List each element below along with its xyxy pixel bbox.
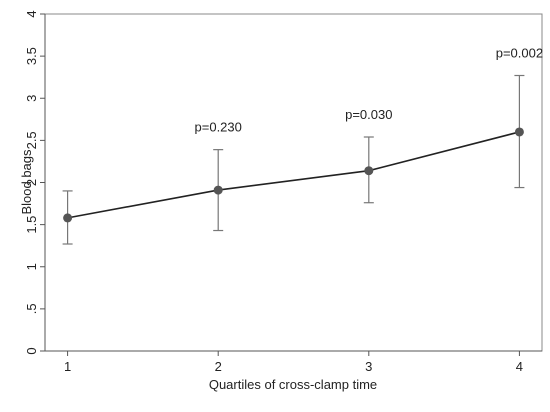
y-tick-label: 4 (24, 10, 39, 17)
data-point (213, 185, 223, 195)
y-axis-ticks: 0 .5 1 1.5 2 2.5 3 3.5 4 (24, 10, 45, 355)
data-points (63, 127, 524, 223)
y-axis-title: Blood bags (19, 149, 34, 215)
x-tick-label: 2 (215, 359, 222, 374)
data-point (364, 166, 374, 176)
x-tick-label: 4 (516, 359, 523, 374)
y-tick-label: 1.5 (24, 216, 39, 234)
data-point (514, 127, 524, 137)
plot-frame (44, 13, 543, 352)
x-axis-title: Quartiles of cross-clamp time (209, 377, 377, 392)
x-tick-label: 1 (64, 359, 71, 374)
y-tick-label: 2 (24, 179, 39, 186)
p-value-label: p=0.030 (345, 107, 392, 122)
error-bars (62, 74, 525, 245)
p-value-label: p=0.002 (496, 46, 543, 61)
x-tick-label: 3 (365, 359, 372, 374)
p-value-annotations: p=0.230 p=0.030 p=0.002 (195, 46, 544, 135)
y-tick-label: 3.5 (24, 47, 39, 65)
y-tick-label: 2.5 (24, 131, 39, 149)
p-value-label: p=0.230 (195, 120, 242, 135)
y-tick-label: 3 (24, 95, 39, 102)
series-line (67, 131, 520, 219)
y-tick-label: 0 (24, 347, 39, 354)
data-point (63, 213, 73, 223)
y-tick-label: .5 (24, 303, 39, 314)
x-axis-ticks: 1 2 3 4 (64, 351, 523, 374)
y-tick-label: 1 (24, 263, 39, 270)
